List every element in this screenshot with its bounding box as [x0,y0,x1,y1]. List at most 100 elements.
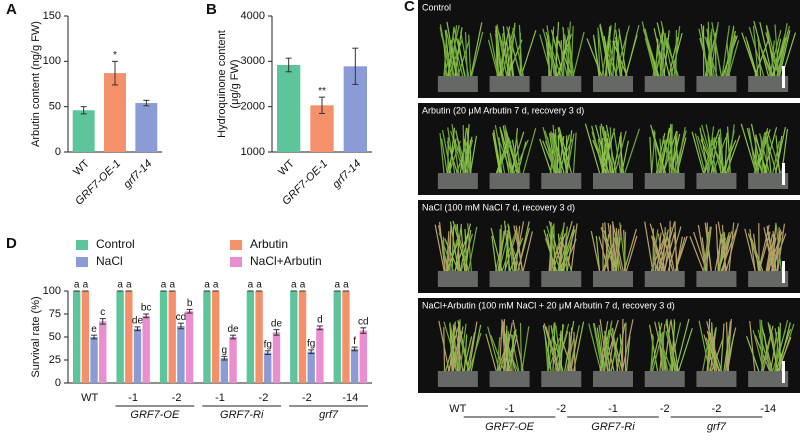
genotype-label: -1 [608,403,618,415]
bar [277,65,300,152]
bar [99,321,106,383]
pot [490,371,530,387]
pot [696,76,736,92]
y-tick-label: 100 [43,285,61,297]
bar [290,291,297,383]
x-tick-label: WT [276,157,297,178]
bar-annotation: c [100,307,105,318]
bar [82,291,89,383]
pot [593,271,633,287]
genotype-label: -2 [556,403,566,415]
y-tick-label: 150 [43,10,61,22]
legend-label: NaCl [96,254,123,268]
genotype-label: -2 [712,403,722,415]
pot [490,76,530,92]
bar [142,316,149,383]
bar-annotation: a [169,280,175,291]
bar [351,349,358,383]
x-tick-label: WT [81,392,98,404]
pot [645,76,685,92]
bar [125,291,132,383]
y-axis-label: (μg/g FW) [229,59,241,108]
legend-label: Arbutin [250,237,288,251]
legend-swatch [230,240,242,250]
pot [438,76,478,92]
genotype-label: -2 [660,403,670,415]
scale-bar [782,361,785,383]
bar-annotation: a [83,280,89,291]
genotype-label: WT [449,403,466,415]
bar [334,291,341,383]
group-label: grf7 [319,409,339,421]
bar-annotation: * [113,50,117,61]
x-tick-label: grf7-14 [121,158,154,191]
x-tick-label: -14 [342,392,358,404]
panel-label: C [404,0,415,15]
bar [247,291,254,383]
bar-annotation: a [343,280,349,291]
bar [299,291,306,383]
pot [593,371,633,387]
bar-annotation: de [271,318,283,329]
bar-annotation: fg [307,339,315,350]
photo-title: Arbutin (20 μM Arbutin 7 d, recovery 3 d… [422,105,584,115]
legend-label: NaCl+Arbutin [250,254,322,268]
photo-panel: Control Arbutin (20 μM Arbutin 7 d, recov… [418,0,800,393]
y-tick-label: 75 [49,308,61,320]
bar-annotation: de [227,324,239,335]
bar [229,337,236,383]
y-axis-label: Arbutin content (ng/g FW) [30,21,42,147]
photo-title: NaCl (100 mM NaCl 7 d, recovery 3 d) [422,202,575,212]
bar-annotation: b [187,298,193,309]
pot [541,271,581,287]
bar-annotation: bc [141,303,152,314]
y-tick-label: 4000 [241,10,265,22]
bar [135,103,157,152]
legend-swatch [76,257,88,267]
y-tick-label: 25 [49,354,61,366]
legend-swatch [76,240,88,250]
y-axis-label: Hydroquinone content [216,30,228,138]
plant-leaf [507,326,508,371]
y-tick-label: 2000 [241,101,265,113]
bar [221,358,228,383]
pot [645,173,685,189]
bar-annotation: a [334,280,340,291]
genotype-label: -1 [505,403,515,415]
photo-title: Control [422,2,451,12]
bar-annotation: a [126,280,132,291]
legend-label: Control [96,237,135,251]
bar [212,291,219,383]
bar [255,291,262,383]
bar [308,352,315,383]
y-tick-label: 0 [55,377,61,389]
bar-annotation: a [256,280,262,291]
bar-annotation: a [300,280,306,291]
pot [438,371,478,387]
bar [73,110,95,152]
bar-annotation: a [74,280,80,291]
pot [541,76,581,92]
bar-annotation: a [161,280,167,291]
panel-label: B [206,1,217,18]
pot [541,371,581,387]
group-label: GRF7-Ri [220,409,264,421]
bar [273,332,280,383]
pot [438,271,478,287]
bar [169,291,176,383]
bar [73,291,80,383]
bar-annotation: cd [176,312,187,323]
pot [490,173,530,189]
bar-annotation: fg [264,339,272,350]
group-label: GRF7-Ri [591,421,635,433]
x-tick-label: -2 [302,392,312,404]
y-tick-label: 3000 [241,55,265,67]
bar-annotation: a [291,280,297,291]
bar [160,291,167,383]
bar [360,331,367,383]
bar-annotation: ** [318,86,326,97]
bar [203,291,210,383]
bar [177,326,184,383]
y-tick-label: 50 [49,331,61,343]
y-tick-label: 0 [55,146,61,158]
